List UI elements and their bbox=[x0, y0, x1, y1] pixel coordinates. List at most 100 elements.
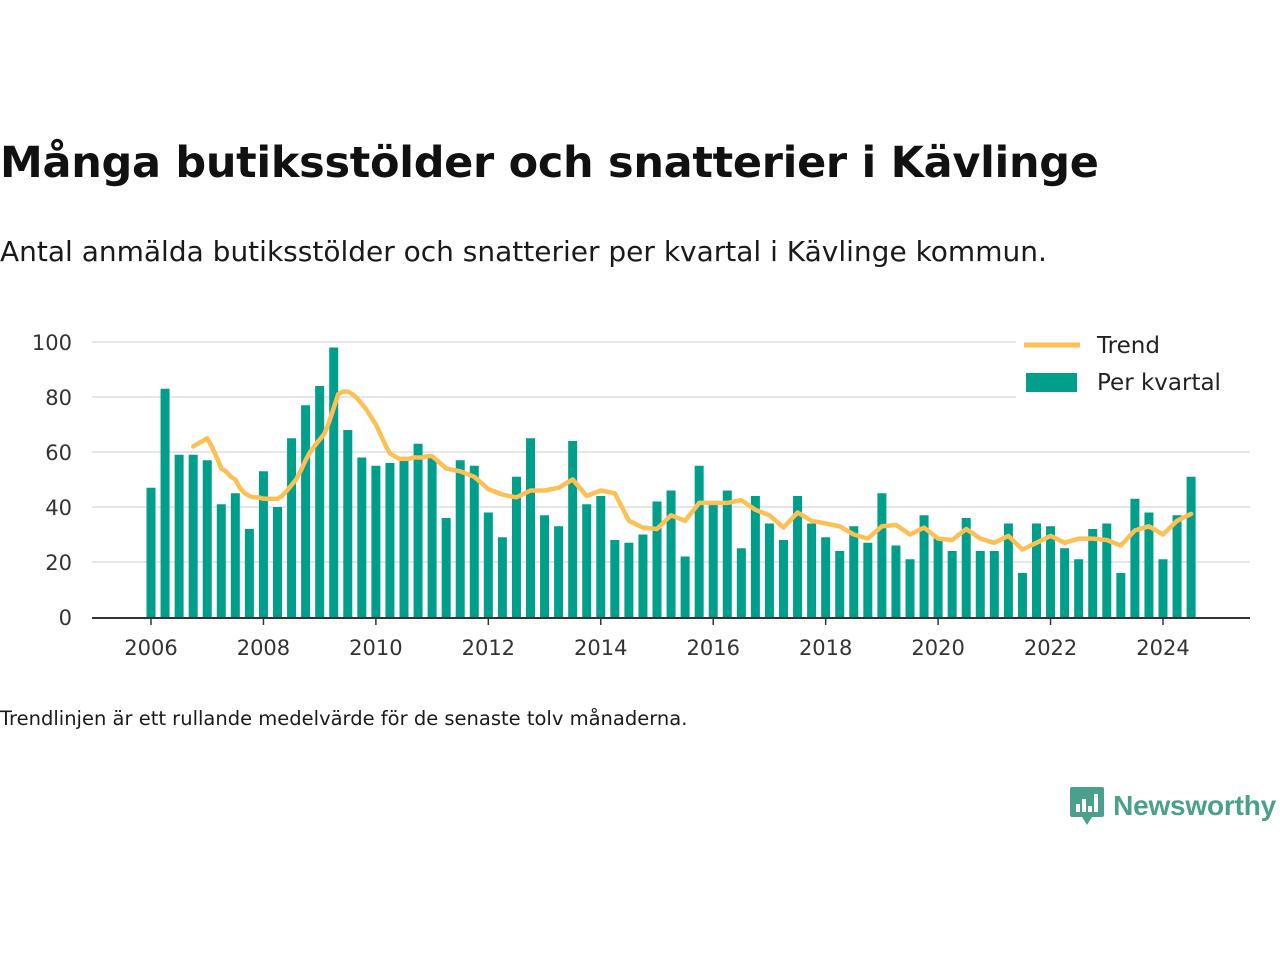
bar-2022-q1 bbox=[1046, 526, 1056, 617]
y-tick-label: 60 bbox=[45, 441, 72, 465]
bar-2016-q3 bbox=[736, 548, 746, 617]
brand-name: Newsworthy bbox=[1113, 790, 1276, 821]
y-tick-label: 100 bbox=[32, 331, 72, 355]
bar-2024-q1 bbox=[1158, 559, 1168, 617]
bar-2012-q3 bbox=[511, 476, 521, 617]
x-tick-label: 2024 bbox=[1136, 636, 1189, 660]
bar-2018-q3 bbox=[849, 526, 859, 617]
bar-2006-q3 bbox=[174, 454, 184, 617]
bar-2018-q4 bbox=[863, 542, 873, 617]
bar-2021-q3 bbox=[1017, 573, 1027, 617]
bar-2021-q4 bbox=[1032, 523, 1041, 617]
bar-2016-q4 bbox=[750, 496, 760, 617]
bar-2014-q2 bbox=[610, 540, 620, 617]
bar-2024-q3 bbox=[1186, 476, 1196, 617]
chart-subtitle: Antal anmälda butiksstölder och snatteri… bbox=[0, 235, 1047, 268]
bar-2019-q1 bbox=[877, 493, 887, 617]
bar-2017-q3 bbox=[793, 496, 803, 617]
bar-2020-q2 bbox=[947, 551, 957, 617]
bar-2014-q3 bbox=[624, 542, 634, 617]
bar-2006-q1 bbox=[146, 487, 156, 617]
y-tick-label: 80 bbox=[45, 386, 72, 410]
bar-2007-q2 bbox=[216, 504, 226, 617]
y-tick-label: 0 bbox=[59, 606, 72, 630]
bar-2015-q4 bbox=[694, 465, 704, 617]
bar-2013-q2 bbox=[554, 526, 564, 617]
legend-bar-swatch bbox=[1026, 373, 1077, 392]
bar-2009-q2 bbox=[329, 347, 339, 617]
bar-2009-q4 bbox=[357, 457, 367, 617]
bar-2013-q1 bbox=[540, 515, 550, 617]
bar-2007-q1 bbox=[202, 460, 212, 617]
bar-2019-q4 bbox=[919, 515, 929, 617]
bar-2017-q2 bbox=[779, 540, 788, 617]
bar-2011-q4 bbox=[469, 465, 479, 617]
bar-2006-q2 bbox=[160, 388, 170, 617]
bar-2020-q1 bbox=[933, 537, 943, 617]
trend-line bbox=[190, 389, 1194, 552]
bar-2023-q3 bbox=[1130, 498, 1140, 617]
legend-trend-label: Trend bbox=[1096, 333, 1160, 359]
bar-2008-q3 bbox=[287, 438, 297, 617]
bar-2016-q1 bbox=[708, 501, 718, 617]
x-tick-label: 2018 bbox=[799, 636, 852, 660]
bar-2013-q3 bbox=[568, 441, 578, 617]
axes: 0 20 40 60 80 100 2006 2008 2010 2012 2014 2016 2018… bbox=[32, 331, 1250, 660]
bar-2013-q4 bbox=[582, 504, 592, 617]
x-tick-label: 2020 bbox=[911, 636, 964, 660]
bar-2011-q3 bbox=[455, 460, 465, 617]
bar-2022-q4 bbox=[1088, 529, 1098, 617]
bar-2021-q1 bbox=[989, 551, 999, 617]
bar-2011-q1 bbox=[427, 457, 437, 617]
y-tick-label: 20 bbox=[45, 551, 72, 575]
bar-2008-q2 bbox=[273, 507, 282, 617]
bar-2007-q3 bbox=[230, 493, 240, 617]
bar-2012-q1 bbox=[483, 512, 493, 617]
bar-2006-q4 bbox=[188, 454, 198, 617]
chart-area: 0 20 40 60 80 100 2006 2008 2010 2012 2014 2016 2018… bbox=[32, 330, 1250, 660]
x-tick-label: 2022 bbox=[1024, 636, 1077, 660]
bar-2007-q4 bbox=[244, 529, 254, 617]
x-tick-label: 2012 bbox=[462, 636, 515, 660]
x-tick-label: 2008 bbox=[237, 636, 290, 660]
bar-2011-q2 bbox=[441, 518, 451, 617]
bar-2015-q2 bbox=[666, 490, 676, 617]
bar-series bbox=[146, 347, 1196, 617]
bar-2008-q4 bbox=[301, 405, 311, 617]
trend-series bbox=[190, 389, 1194, 552]
bar-2024-q2 bbox=[1172, 515, 1182, 617]
bar-2021-q2 bbox=[1003, 523, 1013, 617]
newsworthy-logo-icon bbox=[1070, 787, 1105, 825]
bar-2008-q1 bbox=[258, 471, 268, 617]
bar-2022-q3 bbox=[1074, 559, 1084, 617]
chart-title: Många butiksstölder och snatterier i Käv… bbox=[0, 138, 1099, 188]
brand-logo[interactable]: Newsworthy bbox=[1069, 784, 1276, 828]
bar-2020-q4 bbox=[975, 551, 985, 617]
bar-2018-q2 bbox=[835, 551, 845, 617]
bar-2009-q3 bbox=[343, 430, 353, 617]
bar-2023-q4 bbox=[1144, 512, 1154, 617]
x-tick-label: 2016 bbox=[686, 636, 739, 660]
bar-2019-q3 bbox=[905, 559, 915, 617]
bar-2012-q4 bbox=[526, 438, 535, 617]
x-tick-label: 2014 bbox=[574, 636, 627, 660]
legend-bar-label: Per kvartal bbox=[1097, 370, 1221, 396]
footnote: Trendlinjen är ett rullande medelvärde f… bbox=[0, 707, 688, 730]
bar-2018-q1 bbox=[821, 537, 831, 617]
bar-2014-q4 bbox=[638, 534, 648, 617]
legend: Trend Per kvartal bbox=[1016, 330, 1250, 402]
bar-2010-q4 bbox=[413, 443, 423, 617]
bar-2017-q1 bbox=[764, 523, 774, 617]
bar-2017-q4 bbox=[807, 523, 817, 617]
bar-2012-q2 bbox=[497, 537, 507, 617]
x-tick-label: 2010 bbox=[349, 636, 402, 660]
bar-2009-q1 bbox=[315, 386, 325, 617]
bar-2010-q1 bbox=[371, 465, 381, 617]
x-tick-label: 2006 bbox=[124, 636, 177, 660]
bar-2015-q1 bbox=[652, 501, 662, 617]
bar-2022-q2 bbox=[1060, 548, 1070, 617]
bar-2023-q1 bbox=[1102, 523, 1112, 617]
bar-2020-q3 bbox=[961, 518, 971, 617]
bar-2023-q2 bbox=[1116, 573, 1126, 617]
bar-2010-q3 bbox=[399, 460, 409, 617]
